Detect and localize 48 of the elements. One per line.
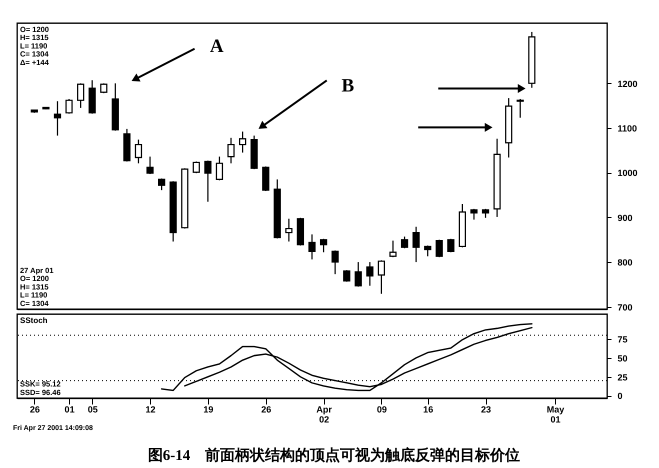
y-tick-label: 1000 — [618, 168, 638, 178]
candlestick — [389, 240, 397, 258]
candlestick — [366, 261, 374, 286]
annotation: B — [342, 76, 354, 97]
candlestick — [134, 139, 142, 164]
x-tick-label: 26 — [261, 404, 272, 414]
candlestick — [146, 156, 154, 175]
candlestick — [65, 98, 73, 114]
y-tick-label: 700 — [618, 302, 633, 312]
candlestick — [285, 218, 292, 242]
y-tick-label: 900 — [618, 212, 633, 223]
candlestick — [238, 130, 246, 154]
caption: 图6-14 前面柄状结构的顶点可视为触底反弹的目标价位 — [148, 446, 520, 464]
candlestick — [354, 261, 362, 288]
y-tick-label: 800 — [618, 258, 633, 268]
x-tick-label: 26 — [30, 404, 40, 414]
candlestick — [262, 166, 270, 192]
x-tick-label: 05 — [88, 404, 98, 414]
y-tick-label: 1200 — [618, 78, 638, 89]
x-tick-label: 23 — [481, 404, 492, 414]
candlestick — [378, 260, 386, 294]
y-tick-label: 50 — [618, 353, 628, 364]
candlestick — [412, 226, 420, 263]
candlestick — [227, 137, 235, 164]
candlestick — [424, 244, 432, 257]
candlestick — [516, 98, 524, 118]
x-tick-label: 12 — [146, 404, 156, 414]
candlestick — [54, 100, 62, 136]
candlestick — [77, 82, 84, 109]
candlestick — [308, 234, 316, 260]
chart-title: SStoch — [20, 316, 48, 325]
x-tick-label: 09 — [376, 404, 387, 414]
x-tick-label: Apr 02 — [316, 404, 332, 424]
candlestick — [320, 238, 328, 253]
x-tick-label: 01 — [64, 404, 75, 414]
x-tick-label: May 01 — [546, 404, 564, 424]
y-tick-label: 0 — [618, 391, 623, 402]
annotation: A — [210, 36, 224, 57]
candlestick — [436, 239, 443, 258]
candlestick — [216, 156, 224, 181]
x-tick-label: 16 — [423, 404, 434, 414]
y-tick-label: 1100 — [618, 124, 638, 134]
candlestick — [332, 250, 339, 275]
candlestick — [204, 160, 212, 202]
y-tick-label: 25 — [618, 372, 628, 382]
x-tick-label: 19 — [203, 404, 214, 414]
candlestick — [158, 178, 166, 191]
y-tick-label: 75 — [618, 334, 628, 344]
